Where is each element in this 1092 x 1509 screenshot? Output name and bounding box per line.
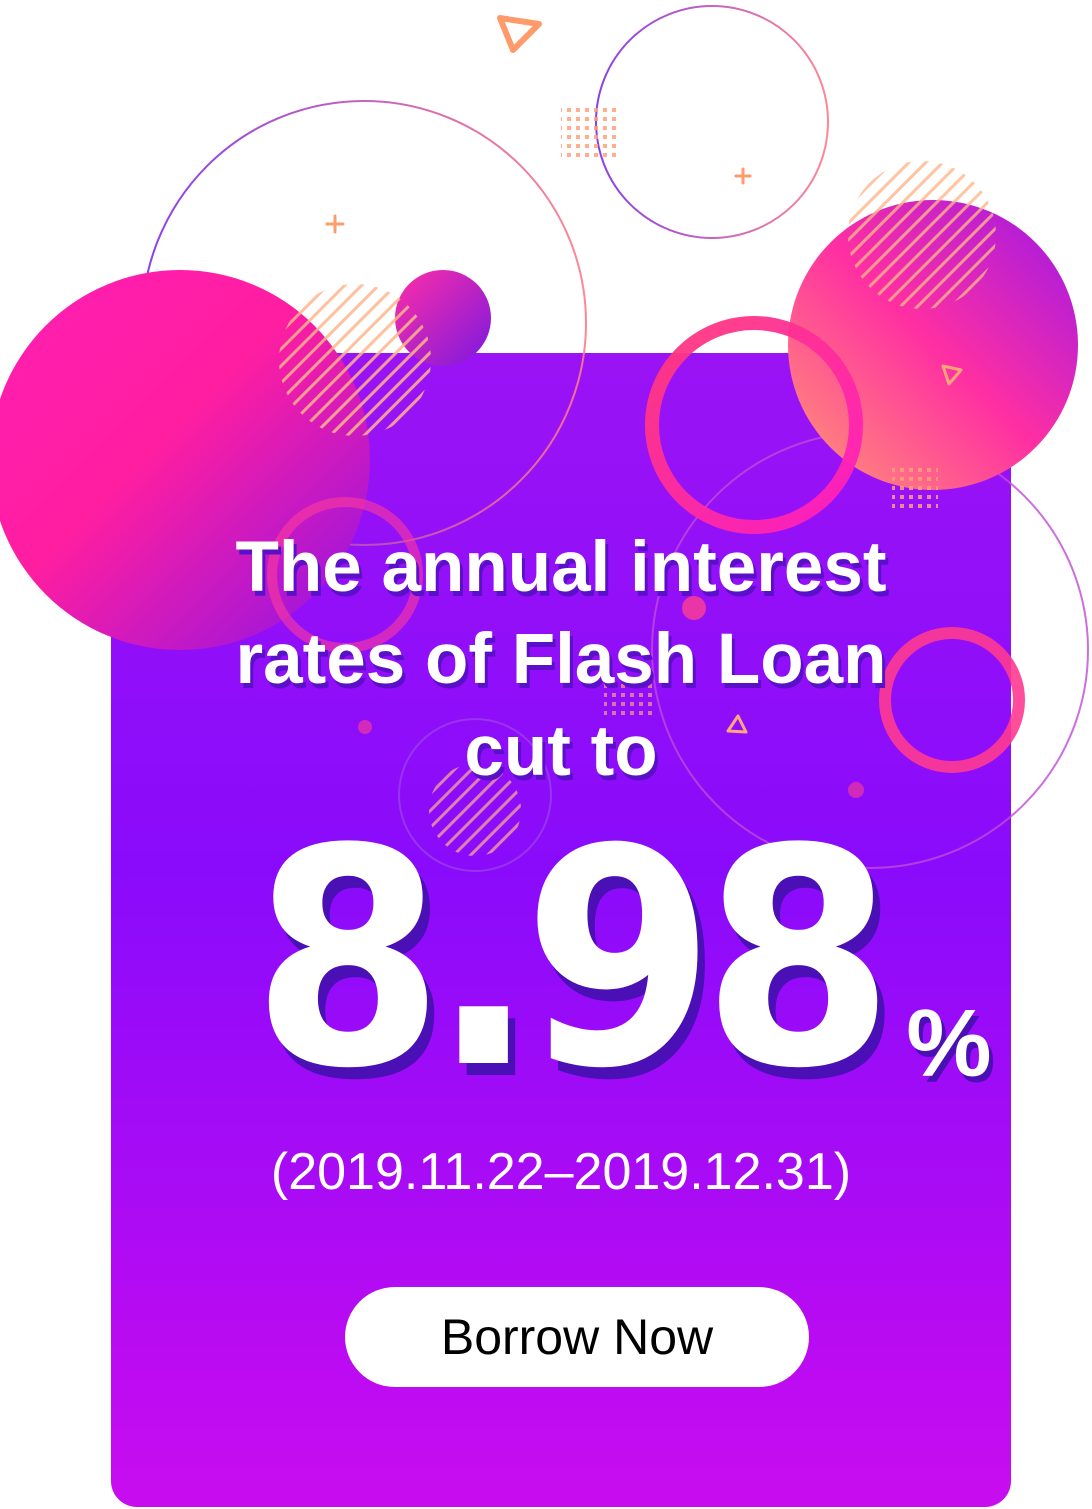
interest-rate: 8.98 % xyxy=(252,790,992,1110)
plus-icon xyxy=(325,167,752,234)
headline-line-1: The annual interest xyxy=(235,528,887,607)
rate-unit: % xyxy=(906,990,992,1097)
headline: The annual interest rates of Flash Loan … xyxy=(111,522,1011,798)
triangle-outline-icon xyxy=(497,15,542,53)
borrow-now-button[interactable]: Borrow Now xyxy=(345,1287,809,1387)
headline-line-2: rates of Flash Loan xyxy=(235,620,887,699)
dot-grid-pattern xyxy=(561,106,619,162)
rate-value: 8.98 xyxy=(252,785,894,1134)
headline-line-3: cut to xyxy=(464,712,658,791)
promotion-period: (2019.11.22–2019.12.31) xyxy=(270,1143,852,1201)
